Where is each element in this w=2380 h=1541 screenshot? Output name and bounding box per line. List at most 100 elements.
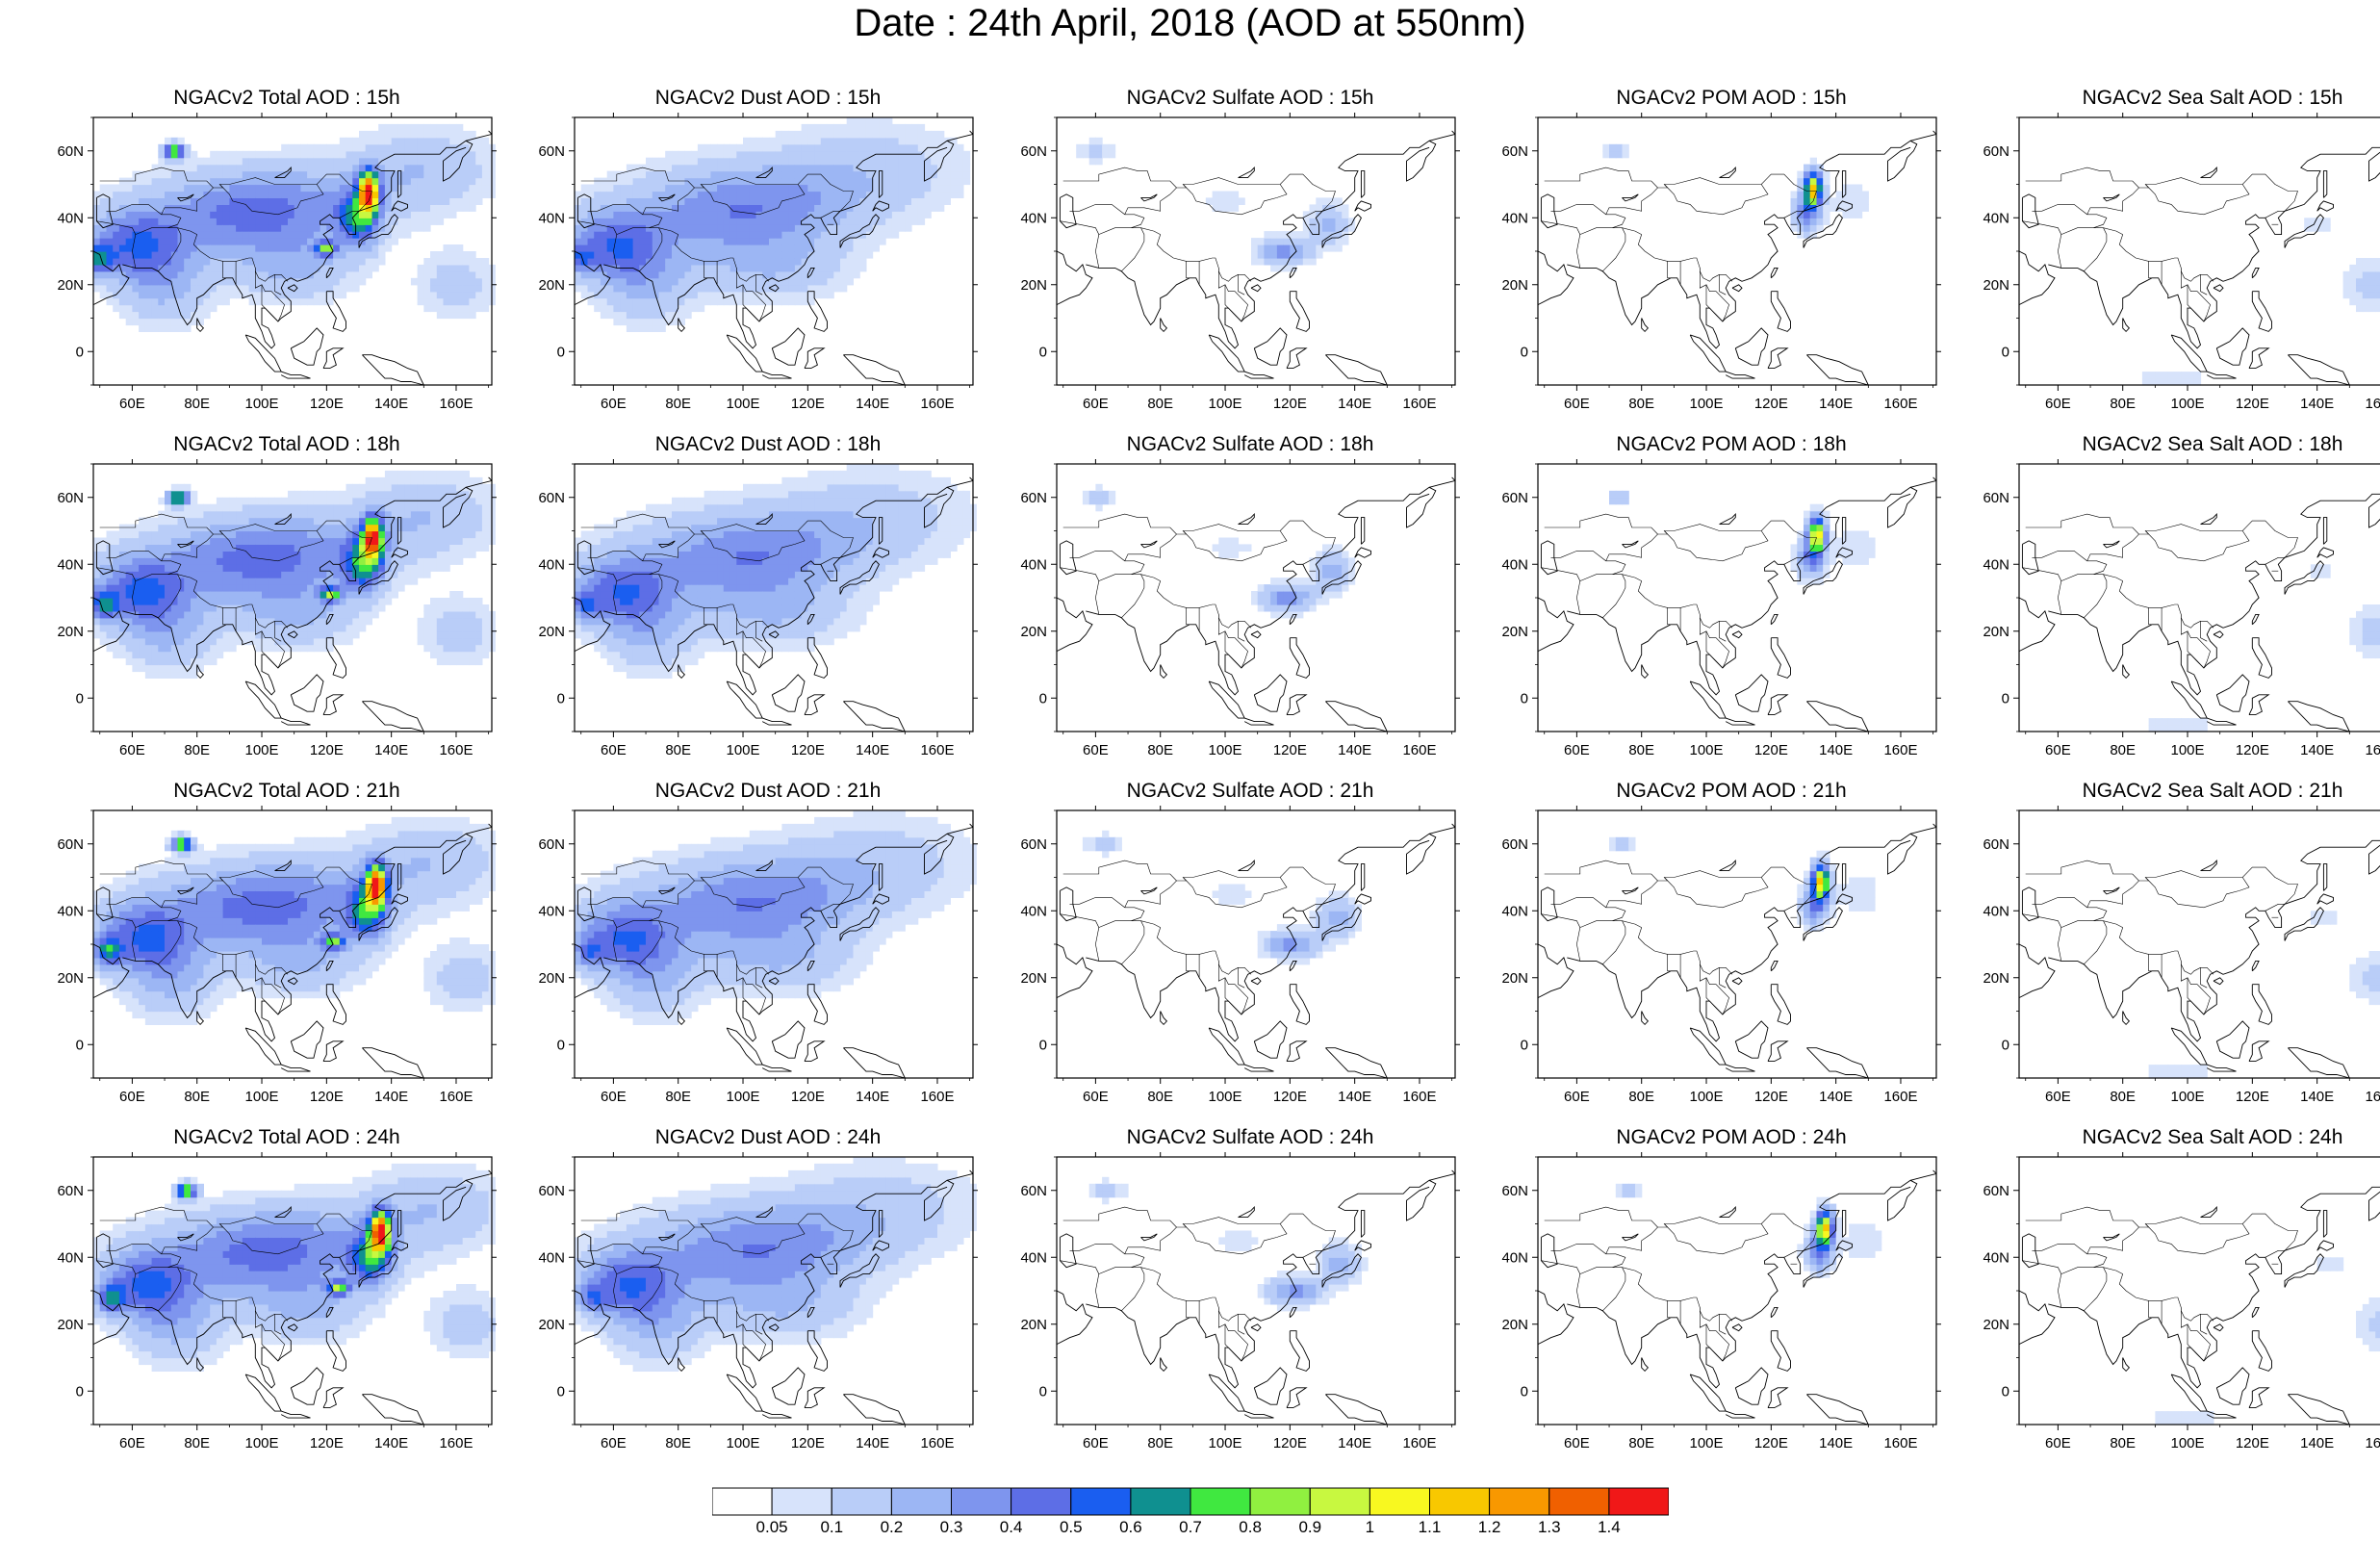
lon-tick-label: 60E xyxy=(1083,742,1109,758)
lon-tick-label: 100E xyxy=(1690,396,1724,412)
colorbar-swatch xyxy=(1609,1488,1669,1515)
colorbar-label: 0.6 xyxy=(1119,1518,1142,1536)
lon-tick-label: 60E xyxy=(601,742,627,758)
lon-tick-label: 120E xyxy=(310,1435,344,1451)
coastlines xyxy=(1057,824,1455,1078)
panel-title: NGACv2 Sulfate AOD : 15h xyxy=(1010,87,1491,110)
aod-field xyxy=(2149,564,2380,732)
lat-tick-label: 0 xyxy=(557,344,565,360)
lat-tick-label: 20N xyxy=(57,1317,84,1333)
lon-tick-label: 80E xyxy=(2110,742,2136,758)
lon-tick-label: 80E xyxy=(1628,1089,1654,1105)
lon-tick-label: 100E xyxy=(245,742,279,758)
lon-tick-label: 120E xyxy=(2236,1435,2269,1451)
panel-title: NGACv2 Dust AOD : 24h xyxy=(527,1126,1009,1149)
lat-tick-label: 60N xyxy=(1020,836,1047,853)
lat-tick-label: 0 xyxy=(76,344,84,360)
lon-tick-label: 140E xyxy=(374,742,408,758)
lat-tick-label: 40N xyxy=(1020,903,1047,919)
colorbar-swatch xyxy=(1369,1488,1429,1515)
lon-tick-label: 60E xyxy=(1083,1089,1109,1105)
lat-tick-label: 0 xyxy=(1521,1037,1528,1053)
lon-tick-label: 160E xyxy=(1883,1435,1917,1451)
lon-tick-label: 140E xyxy=(1338,396,1371,412)
aod-field xyxy=(1083,484,1355,619)
lat-tick-label: 60N xyxy=(538,836,565,853)
plot-frame xyxy=(1538,1157,1936,1425)
lat-tick-label: 0 xyxy=(1039,1383,1047,1400)
aod-field xyxy=(1076,138,1355,272)
lon-tick-label: 160E xyxy=(1402,1435,1436,1451)
lat-tick-label: 0 xyxy=(557,1037,565,1053)
lat-tick-label: 60N xyxy=(1983,490,2009,506)
colorbar-swatch xyxy=(1490,1488,1549,1515)
lon-tick-label: 140E xyxy=(856,742,889,758)
lon-tick-label: 100E xyxy=(1690,1089,1724,1105)
borders xyxy=(2022,167,2297,321)
colorbar-swatch xyxy=(1250,1488,1310,1515)
lon-tick-label: 140E xyxy=(374,1435,408,1451)
coastlines xyxy=(1538,824,1936,1078)
lat-tick-label: 20N xyxy=(1501,277,1528,294)
panel-title: NGACv2 POM AOD : 15h xyxy=(1491,87,1972,110)
aod-field xyxy=(2149,911,2380,1078)
lat-tick-label: 20N xyxy=(538,970,565,987)
aod-field xyxy=(1083,831,1362,965)
lat-tick-label: 60N xyxy=(57,143,84,160)
lat-tick-label: 60N xyxy=(538,490,565,506)
panel-title: NGACv2 Dust AOD : 21h xyxy=(527,780,1009,803)
lon-tick-label: 160E xyxy=(920,396,954,412)
lon-tick-label: 120E xyxy=(2236,396,2269,412)
aod-field xyxy=(575,464,977,679)
lat-tick-label: 20N xyxy=(1501,1317,1528,1333)
lat-tick-label: 0 xyxy=(2002,1037,2009,1053)
lon-tick-label: 60E xyxy=(1083,1435,1109,1451)
plot-frame xyxy=(1538,117,1936,385)
lon-tick-label: 60E xyxy=(119,396,145,412)
plot-frame xyxy=(2019,464,2380,732)
lat-tick-label: 20N xyxy=(538,624,565,640)
lon-tick-label: 80E xyxy=(1628,1435,1654,1451)
coastlines xyxy=(2019,824,2380,1078)
lon-tick-label: 120E xyxy=(310,1089,344,1105)
lon-tick-label: 160E xyxy=(439,1435,473,1451)
lon-tick-label: 100E xyxy=(727,742,760,758)
lon-tick-label: 80E xyxy=(2110,1435,2136,1451)
panel-title: NGACv2 POM AOD : 24h xyxy=(1491,1126,1972,1149)
lon-tick-label: 80E xyxy=(665,1089,691,1105)
lon-tick-label: 100E xyxy=(2171,1089,2205,1105)
panel-title: NGACv2 Total AOD : 24h xyxy=(46,1126,527,1149)
colorbar-label: 1 xyxy=(1366,1518,1374,1536)
plot-frame xyxy=(2019,810,2380,1078)
lat-tick-label: 20N xyxy=(57,624,84,640)
colorbar-label: 1.3 xyxy=(1538,1518,1561,1536)
lat-tick-label: 40N xyxy=(538,556,565,573)
lat-tick-label: 40N xyxy=(538,210,565,226)
lon-tick-label: 140E xyxy=(1819,1089,1853,1105)
lon-tick-label: 160E xyxy=(920,1089,954,1105)
lon-tick-label: 60E xyxy=(1083,396,1109,412)
borders xyxy=(1541,167,1816,321)
panel-title: NGACv2 Sea Salt AOD : 18h xyxy=(1972,433,2380,456)
aod-field xyxy=(1616,1184,1882,1278)
colorbar-swatch xyxy=(832,1488,891,1515)
lat-tick-label: 40N xyxy=(538,1249,565,1266)
colorbar-swatch xyxy=(1011,1488,1071,1515)
lon-tick-label: 160E xyxy=(920,742,954,758)
borders xyxy=(2022,860,2297,1014)
lat-tick-label: 20N xyxy=(538,277,565,294)
plot-frame xyxy=(2019,117,2380,385)
coastlines xyxy=(2019,1170,2380,1425)
lat-tick-label: 0 xyxy=(2002,1383,2009,1400)
